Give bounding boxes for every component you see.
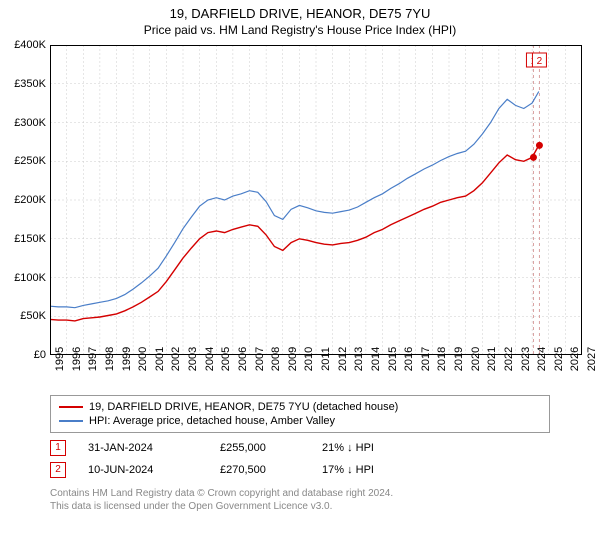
sale-price: £255,000 xyxy=(220,442,300,454)
sale-pct: 17% ↓ HPI xyxy=(322,464,412,476)
x-tick-label: 2016 xyxy=(403,347,415,371)
sale-date: 10-JUN-2024 xyxy=(88,464,198,476)
y-tick-label: £100K xyxy=(2,272,46,284)
sale-date: 31-JAN-2024 xyxy=(88,442,198,454)
sale-price: £270,500 xyxy=(220,464,300,476)
x-tick-label: 2008 xyxy=(270,347,282,371)
footer-line-1: Contains HM Land Registry data © Crown c… xyxy=(50,487,550,500)
x-tick-label: 2019 xyxy=(453,347,465,371)
x-tick-label: 2020 xyxy=(470,347,482,371)
svg-text:2: 2 xyxy=(537,56,543,67)
y-tick-label: £400K xyxy=(2,39,46,51)
x-tick-label: 2017 xyxy=(420,347,432,371)
sale-row: 2 10-JUN-2024 £270,500 17% ↓ HPI xyxy=(50,459,550,481)
y-tick-label: £250K xyxy=(2,155,46,167)
x-tick-label: 2027 xyxy=(586,347,598,371)
x-tick-label: 2024 xyxy=(536,347,548,371)
legend-swatch xyxy=(59,406,83,408)
footer-notice: Contains HM Land Registry data © Crown c… xyxy=(50,487,550,513)
x-tick-label: 2011 xyxy=(320,347,332,371)
y-tick-label: £200K xyxy=(2,194,46,206)
x-tick-label: 1999 xyxy=(121,347,133,371)
legend: 19, DARFIELD DRIVE, HEANOR, DE75 7YU (de… xyxy=(50,395,550,433)
legend-row: 19, DARFIELD DRIVE, HEANOR, DE75 7YU (de… xyxy=(59,400,541,414)
x-axis: 1995199619971998199920002001200220032004… xyxy=(50,355,582,389)
x-tick-label: 2015 xyxy=(387,347,399,371)
sale-row: 1 31-JAN-2024 £255,000 21% ↓ HPI xyxy=(50,437,550,459)
x-tick-label: 2001 xyxy=(154,347,166,371)
y-axis: £0£50K£100K£150K£200K£250K£300K£350K£400… xyxy=(2,45,46,355)
x-tick-label: 2023 xyxy=(520,347,532,371)
x-tick-label: 2002 xyxy=(170,347,182,371)
x-tick-label: 2022 xyxy=(503,347,515,371)
x-tick-label: 1995 xyxy=(54,347,66,371)
x-tick-label: 2025 xyxy=(553,347,565,371)
footer-line-2: This data is licensed under the Open Gov… xyxy=(50,500,550,513)
legend-swatch xyxy=(59,420,83,422)
x-tick-label: 2021 xyxy=(486,347,498,371)
y-tick-label: £300K xyxy=(2,117,46,129)
x-tick-label: 1998 xyxy=(104,347,116,371)
x-tick-label: 2012 xyxy=(337,347,349,371)
legend-row: HPI: Average price, detached house, Ambe… xyxy=(59,414,541,428)
x-tick-label: 1996 xyxy=(71,347,83,371)
page-title: 19, DARFIELD DRIVE, HEANOR, DE75 7YU xyxy=(0,0,600,21)
legend-label: HPI: Average price, detached house, Ambe… xyxy=(89,415,335,427)
legend-label: 19, DARFIELD DRIVE, HEANOR, DE75 7YU (de… xyxy=(89,401,398,413)
y-tick-label: £350K xyxy=(2,78,46,90)
sale-marker: 1 xyxy=(50,440,66,456)
line-chart: 12 xyxy=(50,45,582,355)
x-tick-label: 2010 xyxy=(303,347,315,371)
x-tick-label: 2003 xyxy=(187,347,199,371)
sales-table: 1 31-JAN-2024 £255,000 21% ↓ HPI 2 10-JUN-202… xyxy=(50,437,550,481)
x-tick-label: 2004 xyxy=(204,347,216,371)
x-tick-label: 2006 xyxy=(237,347,249,371)
x-tick-label: 2014 xyxy=(370,347,382,371)
x-tick-label: 2007 xyxy=(254,347,266,371)
sale-marker: 2 xyxy=(50,462,66,478)
y-tick-label: £150K xyxy=(2,233,46,245)
y-tick-label: £0 xyxy=(2,349,46,361)
x-tick-label: 2005 xyxy=(220,347,232,371)
y-tick-label: £50K xyxy=(2,310,46,322)
chart-area: £0£50K£100K£150K£200K£250K£300K£350K£400… xyxy=(50,45,582,389)
page-subtitle: Price paid vs. HM Land Registry's House … xyxy=(0,21,600,45)
x-tick-label: 2026 xyxy=(569,347,581,371)
x-tick-label: 1997 xyxy=(87,347,99,371)
x-tick-label: 2018 xyxy=(436,347,448,371)
sale-pct: 21% ↓ HPI xyxy=(322,442,412,454)
x-tick-label: 2009 xyxy=(287,347,299,371)
x-tick-label: 2000 xyxy=(137,347,149,371)
x-tick-label: 2013 xyxy=(353,347,365,371)
chart-container: 19, DARFIELD DRIVE, HEANOR, DE75 7YU Pri… xyxy=(0,0,600,560)
